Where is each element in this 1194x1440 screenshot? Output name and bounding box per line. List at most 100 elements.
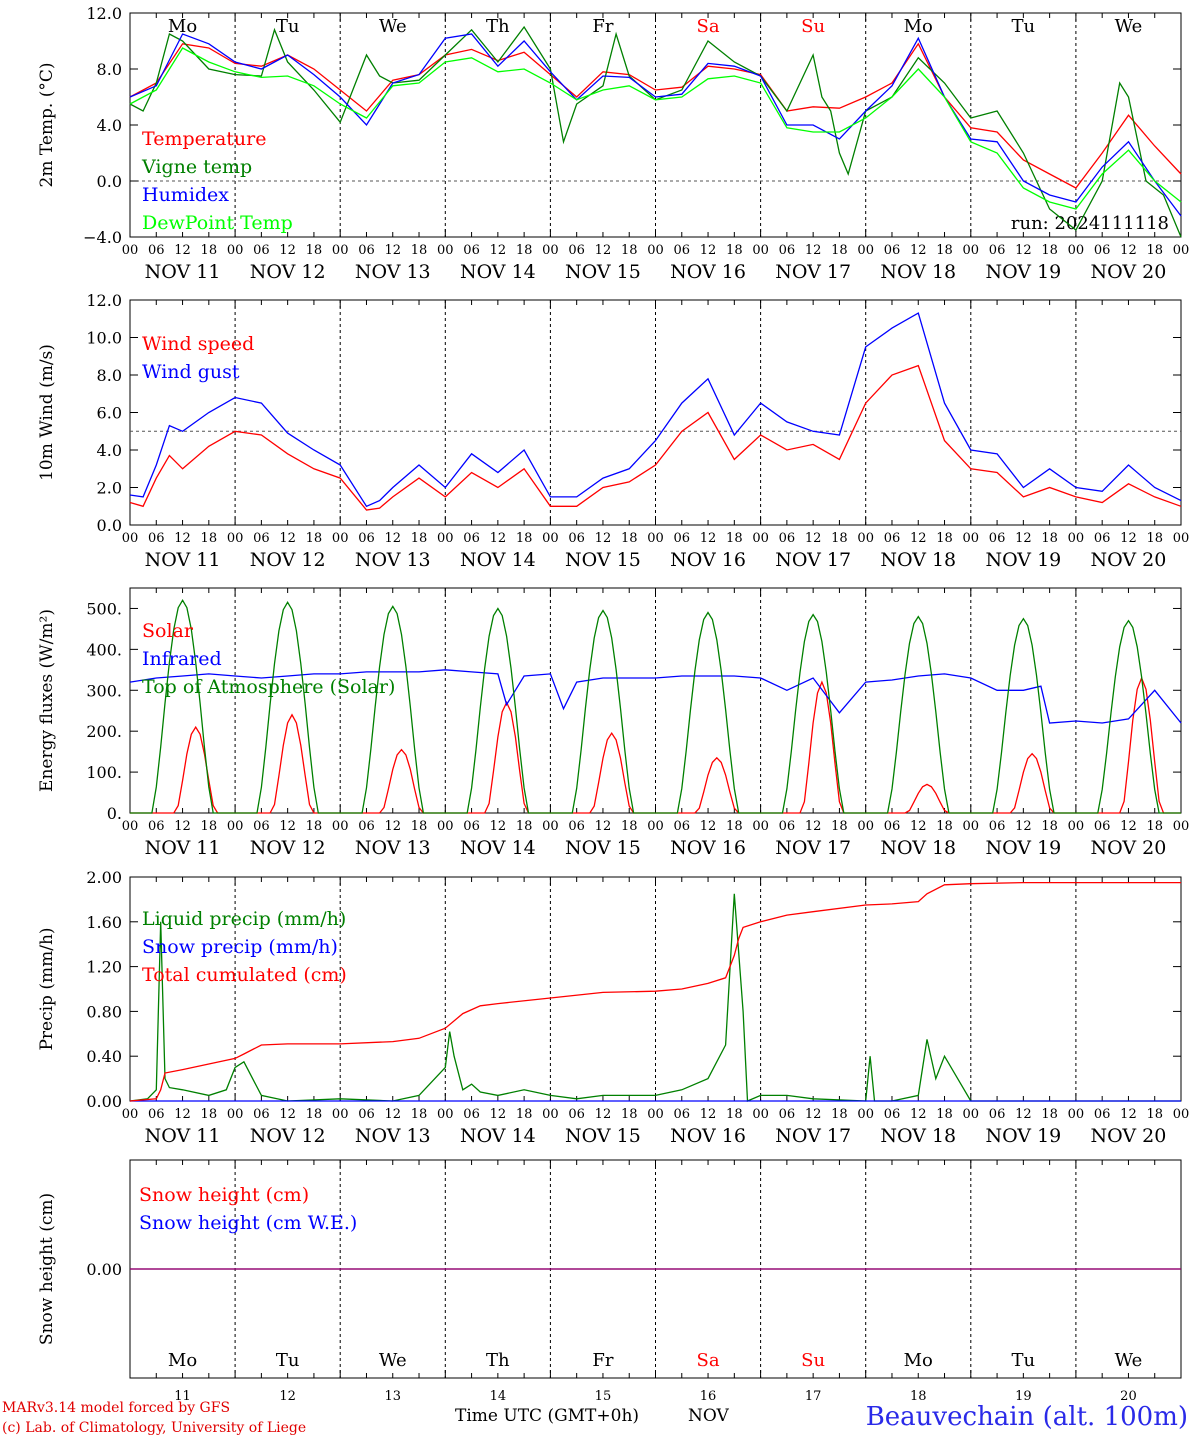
x-tick-label: 18	[621, 243, 638, 258]
x-tick-label: 00	[1068, 531, 1085, 546]
x-tick-label: 06	[779, 531, 796, 546]
weekday-label: Tu	[1012, 1350, 1036, 1371]
date-label: NOV 15	[565, 261, 641, 283]
x-tick-label: 00	[647, 1107, 664, 1122]
series-line-1-1	[129, 42, 1182, 189]
x-tick-label: 12	[384, 819, 401, 834]
x-tick-label: 12	[279, 531, 296, 546]
x-tick-label: 06	[989, 243, 1006, 258]
x-tick-label: 06	[568, 243, 585, 258]
x-tick-label: 00	[963, 243, 980, 258]
x-tick-label: 18	[1146, 531, 1163, 546]
y-tick-label: 0.00	[86, 1092, 122, 1111]
y-tick-label: −4.0	[83, 228, 122, 247]
x-tick-label: 06	[884, 1107, 901, 1122]
plot-frame	[129, 587, 1182, 814]
x-tick-label: 06	[1094, 1107, 1111, 1122]
x-tick-label: 06	[463, 243, 480, 258]
x-tick-label: 00	[227, 243, 244, 258]
x-tick-label: 06	[148, 819, 165, 834]
x-tick-label: 06	[568, 819, 585, 834]
day-number-label: 17	[805, 1389, 822, 1404]
x-tick-label: 00	[437, 243, 454, 258]
x-tick-label: 00	[857, 531, 874, 546]
weekday-label: Sa	[697, 1350, 720, 1371]
x-tick-label: 18	[516, 1107, 533, 1122]
y-axis-label: 10m Wind (m/s)	[37, 344, 57, 481]
legend-entry: Liquid precip (mm/h)	[142, 908, 346, 930]
x-tick-label: 12	[279, 819, 296, 834]
x-tick-label: 12	[700, 243, 717, 258]
x-tick-label: 12	[700, 531, 717, 546]
x-tick-label: 12	[384, 1107, 401, 1122]
x-tick-label: 00	[647, 243, 664, 258]
panel-4: 2.00 1.60 1.20 0.80 0.40 0.00 Precip (mm/h) 00 0…	[37, 868, 1189, 1147]
weekday-label: We	[1115, 16, 1143, 37]
x-tick-label: 06	[779, 1107, 796, 1122]
y-axis-label: Precip (mm/h)	[37, 927, 57, 1050]
plot-frame	[129, 12, 1182, 238]
x-tick-label: 12	[490, 531, 507, 546]
x-tick-label: 12	[700, 1107, 717, 1122]
x-tick-label: 00	[752, 819, 769, 834]
x-tick-label: 06	[463, 531, 480, 546]
x-tick-label: 18	[411, 1107, 428, 1122]
panel-5: 0.00 Snow height (cm) Mo Tu We Th Fr Sa Su Mo Tu We…	[37, 1159, 1182, 1404]
date-label: NOV 13	[355, 837, 431, 859]
date-label: NOV 11	[145, 837, 221, 859]
x-tick-label: 00	[752, 243, 769, 258]
x-tick-label: 12	[174, 1107, 191, 1122]
date-label: NOV 14	[460, 549, 536, 571]
day-number-label: 18	[910, 1389, 927, 1404]
x-tick-label: 06	[148, 531, 165, 546]
x-tick-label: 18	[411, 243, 428, 258]
x-tick-label: 18	[831, 531, 848, 546]
x-tick-label: 18	[201, 819, 218, 834]
date-label: NOV 17	[775, 837, 851, 859]
y-tick-label: 300.	[86, 681, 122, 700]
copyright-credit: (c) Lab. of Climatology, University of L…	[2, 1420, 307, 1436]
x-tick-label: 00	[1068, 819, 1085, 834]
date-label: NOV 19	[985, 1125, 1061, 1147]
x-tick-label: 12	[174, 531, 191, 546]
day-number-label: 13	[384, 1389, 401, 1404]
x-tick-label: 00	[647, 819, 664, 834]
x-tick-label: 06	[989, 1107, 1006, 1122]
x-tick-label: 00	[752, 1107, 769, 1122]
date-label: NOV 11	[145, 1125, 221, 1147]
legend-entry: Snow height (cm W.E.)	[139, 1212, 357, 1234]
x-tick-label: 18	[1041, 531, 1058, 546]
y-tick-label: 200.	[86, 722, 122, 741]
date-label: NOV 14	[460, 261, 536, 283]
legend-entry: Humidex	[142, 184, 229, 206]
x-tick-label: 06	[779, 819, 796, 834]
series-line-3-3	[130, 599, 1181, 814]
x-tick-label: 18	[936, 819, 953, 834]
date-label: NOV 13	[355, 261, 431, 283]
x-tick-label: 12	[1015, 819, 1032, 834]
date-label: NOV 17	[775, 1125, 851, 1147]
x-tick-label: 18	[306, 819, 323, 834]
y-tick-label: 6.0	[97, 404, 122, 423]
y-tick-label: 8.0	[97, 60, 122, 79]
x-tick-label: 00	[227, 1107, 244, 1122]
y-tick-label: 12.0	[86, 4, 122, 23]
x-tick-label: 12	[805, 243, 822, 258]
x-tick-label: 00	[542, 1107, 559, 1122]
day-number-label: 20	[1120, 1389, 1137, 1404]
x-tick-label: 00	[1068, 243, 1085, 258]
x-tick-label: 06	[884, 819, 901, 834]
x-tick-label: 18	[306, 1107, 323, 1122]
y-tick-label: 2.00	[86, 868, 122, 887]
time-axis-label: Time UTC (GMT+0h)	[455, 1406, 640, 1426]
date-label: NOV 15	[565, 837, 641, 859]
x-tick-label: 00	[437, 819, 454, 834]
x-tick-label: 12	[910, 531, 927, 546]
x-tick-label: 00	[963, 819, 980, 834]
y-tick-label: 0.40	[86, 1047, 122, 1066]
date-label: NOV 13	[355, 1125, 431, 1147]
plot-frame	[129, 299, 1182, 526]
x-tick-label: 12	[384, 531, 401, 546]
y-tick-label: 4.0	[97, 116, 122, 135]
